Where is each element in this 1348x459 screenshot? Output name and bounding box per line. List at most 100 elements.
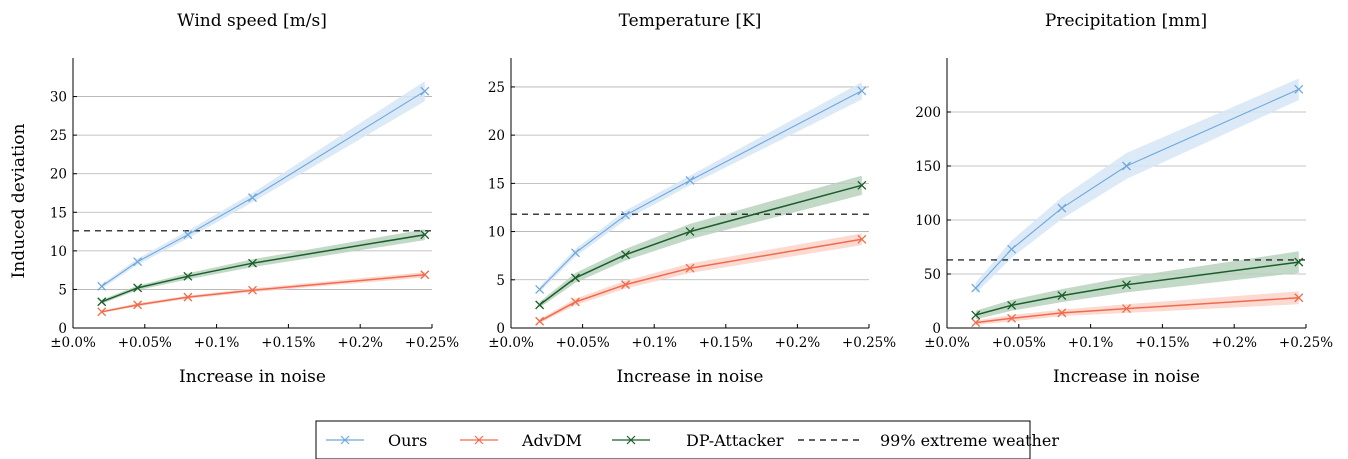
y-tick-label: 30	[50, 90, 67, 106]
x-tick-label: +0.05%	[118, 335, 172, 351]
y-tick-label: 20	[50, 167, 67, 183]
data-point-dp-attacker	[420, 230, 430, 240]
x-axis-label: Increase in noise	[617, 367, 764, 387]
x-tick-label: +0.25%	[1279, 335, 1333, 351]
data-point-advdm	[133, 300, 143, 310]
x-tick-label: +0.15%	[699, 335, 753, 351]
data-point-dp-attacker	[570, 273, 580, 283]
legend: Ours AdvDM DP-Attacker 99% extreme weath…	[315, 420, 1059, 459]
confidence-band-dp-attacker	[975, 251, 1299, 320]
legend-label-extreme-weather: 99% extreme weather	[880, 431, 1059, 450]
x-tick-label: +0.05%	[555, 335, 609, 351]
data-point-advdm	[1007, 313, 1017, 323]
data-point-ours	[97, 281, 107, 291]
data-point-dp-attacker	[1122, 280, 1131, 290]
x-tick-label: +0.25%	[842, 335, 896, 351]
confidence-band-dp-attacker	[539, 175, 862, 308]
y-tick-label: 5	[58, 282, 67, 298]
x-axis-label: Increase in noise	[1053, 367, 1200, 387]
y-tick-label: 20	[488, 128, 505, 144]
y-tick-label: 15	[488, 176, 505, 192]
data-point-ours	[570, 248, 580, 258]
data-point-ours	[248, 193, 257, 203]
confidence-band-ours	[975, 78, 1299, 294]
data-point-dp-attacker	[1294, 257, 1304, 267]
data-point-advdm	[248, 285, 257, 295]
x-tick-label: +0.05%	[992, 335, 1046, 351]
data-point-dp-attacker	[971, 310, 981, 320]
y-tick-label: 50	[924, 267, 941, 283]
data-point-dp-attacker	[621, 250, 631, 260]
confidence-band-ours	[539, 82, 862, 293]
data-point-advdm	[1057, 308, 1067, 318]
data-point-advdm	[570, 297, 580, 307]
x-tick-label: +0.25%	[405, 335, 459, 351]
x-tick-label: +0.1%	[631, 335, 677, 351]
data-point-ours	[971, 283, 981, 293]
data-point-advdm	[685, 263, 695, 273]
x-tick-label: +0.2%	[775, 335, 821, 351]
chart-title: Temperature [K]	[619, 11, 762, 31]
data-point-ours	[1057, 203, 1067, 213]
data-point-dp-attacker	[183, 271, 193, 281]
data-point-advdm	[97, 307, 107, 317]
legend-label-dp-attacker: DP-Attacker	[686, 431, 784, 450]
data-point-ours	[1007, 244, 1017, 254]
data-point-advdm	[971, 318, 981, 328]
data-point-dp-attacker	[133, 283, 143, 293]
y-tick-label: 0	[932, 321, 941, 337]
data-point-advdm	[420, 270, 430, 280]
y-tick-label: 0	[496, 321, 505, 337]
data-point-dp-attacker	[857, 180, 867, 190]
data-point-advdm	[621, 280, 631, 290]
data-point-dp-attacker	[248, 258, 257, 268]
data-point-ours	[133, 257, 143, 267]
confidence-band-advdm	[101, 272, 425, 313]
x-tick-label: +0.2%	[337, 335, 383, 351]
x-tick-label: +0.15%	[1135, 335, 1189, 351]
chart-panels: 0 5 10 15 20 25 30 ±0.0% +0.05% +0.1% +0.15% +0.2% +…	[9, 11, 1333, 387]
x-tick-label: ±0.0%	[488, 335, 534, 351]
data-point-ours	[857, 86, 867, 96]
y-tick-label: 25	[488, 80, 505, 96]
y-tick-label: 100	[915, 213, 941, 229]
y-tick-label: 25	[50, 128, 67, 144]
x-tick-label: ±0.0%	[50, 335, 96, 351]
data-point-advdm	[857, 234, 867, 244]
y-tick-label: 150	[915, 159, 941, 175]
chart-panel-2: 0 5 10 15 20 25 ±0.0% +0.05% +0.1% +0.15% +0.2% +0.…	[488, 11, 896, 387]
y-tick-label: 200	[915, 105, 941, 121]
y-axis-label: Induced deviation	[9, 123, 29, 278]
x-tick-label: +0.2%	[1211, 335, 1257, 351]
chart-panel-3: 0 50 100 150 200 ±0.0% +0.05% +0.1% +0.15% +0.2% +…	[915, 11, 1333, 387]
chart-title: Precipitation [mm]	[1045, 11, 1207, 31]
data-point-advdm	[183, 292, 193, 302]
chart-title: Wind speed [m/s]	[177, 11, 327, 31]
data-point-advdm	[1294, 293, 1304, 303]
data-point-ours	[1294, 84, 1304, 94]
data-point-dp-attacker	[97, 297, 107, 307]
x-tick-label: ±0.0%	[924, 335, 970, 351]
legend-marker-ours	[340, 435, 350, 445]
confidence-band-advdm	[539, 233, 862, 324]
chart-panel-1: 0 5 10 15 20 25 30 ±0.0% +0.05% +0.1% +0.15% +0.2% +…	[9, 11, 459, 387]
legend-marker-advdm	[474, 435, 484, 445]
x-axis-label: Increase in noise	[179, 367, 326, 387]
data-point-advdm	[1122, 304, 1131, 314]
confidence-band-ours	[101, 81, 425, 289]
data-point-ours	[621, 210, 631, 220]
data-point-ours	[535, 284, 545, 294]
data-point-dp-attacker	[685, 227, 695, 237]
y-tick-label: 0	[58, 321, 67, 337]
legend-label-ours: Ours	[388, 431, 427, 450]
data-point-advdm	[535, 316, 545, 326]
data-point-ours	[420, 86, 430, 96]
y-tick-label: 15	[50, 205, 67, 221]
confidence-band-dp-attacker	[101, 229, 425, 304]
legend-box	[315, 420, 1031, 459]
data-point-dp-attacker	[1057, 291, 1067, 301]
data-point-ours	[183, 230, 193, 240]
y-tick-label: 10	[50, 244, 67, 260]
legend-label-advdm: AdvDM	[521, 431, 582, 450]
